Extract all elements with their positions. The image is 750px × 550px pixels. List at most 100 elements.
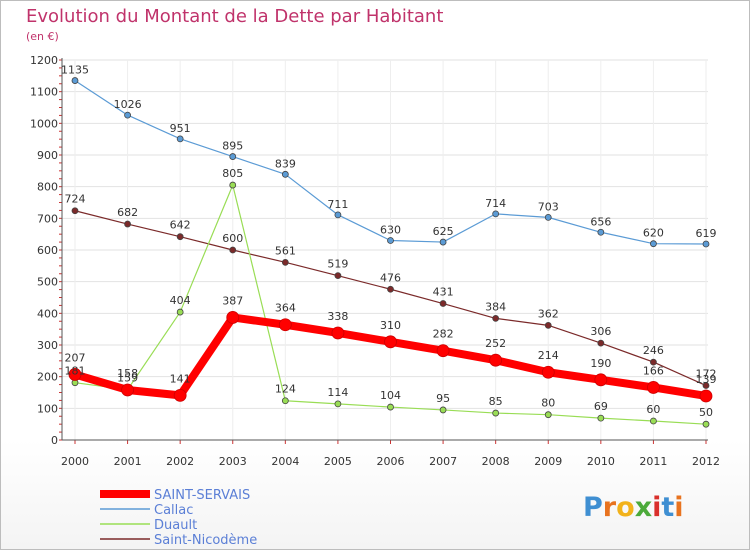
- data-label-saint-nicod-me: 724: [65, 193, 86, 206]
- data-label-callac: 625: [433, 225, 454, 238]
- point-duault: [597, 414, 605, 422]
- data-label-callac: 620: [643, 227, 664, 240]
- point-callac: [439, 238, 447, 246]
- y-tick-label: 1100: [30, 86, 58, 99]
- x-tick-label: 2006: [377, 455, 405, 468]
- data-label-callac: 714: [485, 197, 506, 210]
- point-callac: [229, 153, 237, 160]
- grid-lines: [62, 59, 708, 440]
- data-label-saint-nicod-me: 600: [222, 232, 243, 245]
- point-saint-nicod-me: [702, 382, 710, 389]
- data-label-saint-servais: 141: [170, 372, 191, 385]
- point-duault: [544, 411, 552, 419]
- data-label-duault: 404: [170, 294, 191, 307]
- y-tick-label: 700: [37, 212, 58, 225]
- point-duault: [229, 181, 237, 189]
- y-tick-label: 300: [37, 339, 58, 352]
- point-saint-servais: [68, 368, 82, 381]
- data-label-duault: 159: [117, 372, 138, 385]
- y-tick-label: 0: [51, 434, 58, 447]
- data-label-callac: 839: [275, 157, 296, 170]
- point-saint-servais: [121, 383, 134, 397]
- data-label-saint-nicod-me: 246: [643, 344, 664, 357]
- data-label-duault: 60: [646, 403, 660, 416]
- x-tick-label: 2001: [114, 455, 142, 468]
- data-label-duault: 80: [541, 397, 555, 410]
- data-label-saint-servais: 207: [65, 351, 86, 364]
- data-labels: 1135 1026 951 895 839 711 630 625 714 703 656 620 61…: [61, 64, 717, 420]
- data-label-duault: 181: [65, 365, 86, 378]
- data-label-saint-nicod-me: 561: [275, 244, 296, 257]
- point-saint-nicod-me: [334, 272, 342, 280]
- point-saint-servais: [384, 335, 397, 349]
- point-saint-nicod-me: [544, 321, 552, 329]
- data-label-callac: 1026: [114, 98, 142, 111]
- data-label-saint-nicod-me: 306: [590, 325, 611, 338]
- point-duault: [387, 403, 394, 411]
- y-tick-label: 400: [37, 307, 58, 320]
- point-saint-nicod-me: [387, 285, 394, 293]
- point-duault: [650, 417, 657, 425]
- proxiti-logo: Proxiti: [583, 492, 684, 523]
- x-tick-label: 2003: [219, 455, 247, 468]
- data-label-saint-nicod-me: 384: [485, 300, 506, 313]
- data-label-duault: 95: [436, 392, 450, 405]
- x-tick-label: 2005: [324, 455, 352, 468]
- y-tick-label: 600: [37, 244, 58, 257]
- x-tick-label: 2000: [61, 455, 89, 468]
- point-saint-servais: [647, 381, 660, 394]
- data-label-callac: 630: [380, 224, 401, 237]
- data-label-callac: 951: [170, 122, 191, 135]
- data-label-duault: 69: [594, 400, 608, 413]
- data-label-saint-servais: 166: [643, 364, 664, 377]
- point-saint-nicod-me: [176, 233, 184, 241]
- point-callac: [544, 213, 552, 221]
- point-callac: [650, 240, 657, 248]
- data-label-callac: 1135: [61, 64, 89, 77]
- data-label-saint-servais: 190: [590, 357, 611, 370]
- point-callac: [492, 210, 500, 218]
- point-saint-servais: [226, 311, 240, 324]
- data-label-duault: 85: [489, 395, 503, 408]
- chart-title: Evolution du Montant de la Dette par Hab…: [26, 6, 443, 27]
- data-label-saint-servais: 214: [538, 349, 559, 362]
- y-tick-label: 1000: [30, 117, 58, 130]
- x-tick-label: 2007: [429, 455, 457, 468]
- point-duault: [439, 406, 447, 414]
- logo-text: Proxiti: [583, 492, 684, 523]
- point-callac: [281, 170, 289, 178]
- data-label-saint-nicod-me: 362: [538, 307, 559, 320]
- x-tick-label: 2009: [534, 455, 562, 468]
- point-saint-servais: [436, 344, 450, 358]
- point-duault: [702, 420, 710, 428]
- y-tick-label: 800: [37, 181, 58, 194]
- point-saint-servais: [594, 373, 608, 387]
- data-label-saint-nicod-me: 642: [170, 219, 191, 232]
- point-saint-nicod-me: [124, 220, 131, 228]
- y-tick-label: 500: [37, 276, 58, 289]
- y-tick-label: 900: [37, 149, 58, 162]
- legend-label-saint-nicod-me: Saint-Nicodème: [154, 533, 257, 548]
- data-label-saint-nicod-me: 431: [433, 286, 454, 299]
- data-label-duault: 50: [699, 406, 713, 419]
- x-tick-label: 2004: [271, 455, 299, 468]
- point-callac: [702, 240, 710, 248]
- data-label-callac: 703: [538, 200, 559, 213]
- point-callac: [597, 228, 605, 236]
- point-saint-servais: [331, 326, 345, 340]
- point-saint-nicod-me: [439, 300, 447, 307]
- data-label-saint-nicod-me: 519: [327, 258, 348, 271]
- point-saint-servais: [278, 318, 292, 332]
- chart-subtitle: (en €): [26, 30, 59, 43]
- point-saint-nicod-me: [71, 207, 79, 215]
- x-tick-label: 2012: [692, 455, 720, 468]
- point-callac: [387, 237, 394, 244]
- data-label-saint-servais: 364: [275, 302, 296, 315]
- data-label-duault: 805: [222, 167, 243, 180]
- point-saint-nicod-me: [597, 339, 605, 347]
- legend-label-callac: Callac: [154, 503, 193, 518]
- data-label-saint-servais: 387: [222, 294, 243, 307]
- point-saint-nicod-me: [650, 358, 657, 366]
- data-label-saint-servais: 252: [485, 337, 506, 350]
- y-tick-label: 200: [37, 371, 58, 384]
